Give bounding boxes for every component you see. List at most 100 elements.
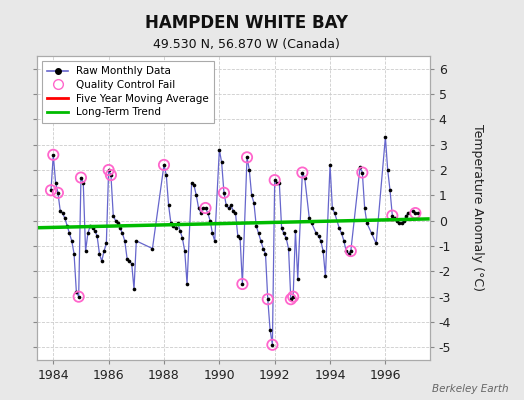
Point <box>49 152 58 158</box>
Point <box>229 207 237 214</box>
Point <box>91 228 99 234</box>
Point <box>282 235 290 242</box>
Point <box>86 222 94 229</box>
Point <box>367 230 376 236</box>
Point <box>257 238 265 244</box>
Point <box>51 180 60 186</box>
Point <box>234 233 242 239</box>
Point <box>337 230 346 236</box>
Point <box>361 205 369 211</box>
Point <box>107 172 115 178</box>
Point <box>222 202 231 209</box>
Point <box>236 235 244 242</box>
Point <box>77 174 85 181</box>
Point <box>289 294 297 300</box>
Point <box>231 210 239 216</box>
Point <box>397 220 406 226</box>
Point <box>107 172 115 178</box>
Point <box>275 180 283 186</box>
Text: 49.530 N, 56.870 W (Canada): 49.530 N, 56.870 W (Canada) <box>153 38 340 51</box>
Point <box>116 225 124 232</box>
Point <box>358 169 366 176</box>
Point <box>340 238 348 244</box>
Text: Berkeley Earth: Berkeley Earth <box>432 384 508 394</box>
Point <box>252 222 260 229</box>
Point <box>199 205 208 211</box>
Point <box>65 230 73 236</box>
Point <box>243 154 251 160</box>
Point <box>173 220 182 226</box>
Point <box>97 258 106 264</box>
Point <box>363 220 371 226</box>
Legend: Raw Monthly Data, Quality Control Fail, Five Year Moving Average, Long-Term Tren: Raw Monthly Data, Quality Control Fail, … <box>42 61 214 122</box>
Point <box>167 220 175 226</box>
Point <box>411 210 420 216</box>
Point <box>79 180 88 186</box>
Point <box>194 205 203 211</box>
Point <box>344 250 353 257</box>
Point <box>208 230 216 236</box>
Point <box>331 210 339 216</box>
Point <box>109 212 117 219</box>
Point <box>393 218 401 224</box>
Point <box>381 134 389 140</box>
Point <box>270 177 279 183</box>
Point <box>268 342 277 348</box>
Point <box>390 215 399 221</box>
Point <box>372 240 380 247</box>
Point <box>280 230 288 236</box>
Point <box>188 180 196 186</box>
Point <box>335 225 343 232</box>
Point <box>77 174 85 181</box>
Point <box>308 220 316 226</box>
Point <box>104 167 113 173</box>
Point <box>49 152 58 158</box>
Point <box>190 182 198 188</box>
Point <box>346 248 355 254</box>
Point <box>160 162 168 168</box>
Point <box>388 212 397 219</box>
Point <box>261 250 270 257</box>
Point <box>413 210 422 216</box>
Point <box>201 205 210 211</box>
Point <box>273 180 281 186</box>
Point <box>400 218 408 224</box>
Point <box>178 235 187 242</box>
Point <box>95 250 104 257</box>
Point <box>121 238 129 244</box>
Y-axis label: Temperature Anomaly (°C): Temperature Anomaly (°C) <box>471 124 484 292</box>
Point <box>100 248 108 254</box>
Point <box>319 248 328 254</box>
Point <box>264 296 272 302</box>
Point <box>247 192 256 198</box>
Point <box>291 228 300 234</box>
Point <box>277 225 286 232</box>
Point <box>165 202 173 209</box>
Point <box>238 281 247 287</box>
Point <box>356 164 364 171</box>
Point <box>89 225 97 232</box>
Point <box>127 260 136 267</box>
Point <box>206 218 214 224</box>
Point <box>287 296 295 302</box>
Point <box>61 215 69 221</box>
Point <box>68 238 76 244</box>
Point <box>342 248 351 254</box>
Point <box>268 342 277 348</box>
Point <box>293 276 302 282</box>
Point <box>47 187 55 194</box>
Point <box>204 210 212 216</box>
Point <box>192 192 201 198</box>
Point <box>224 205 233 211</box>
Point <box>201 205 210 211</box>
Point <box>312 230 320 236</box>
Point <box>346 248 355 254</box>
Point <box>196 210 205 216</box>
Point <box>171 225 180 232</box>
Point <box>305 215 313 221</box>
Point <box>326 162 334 168</box>
Point <box>388 212 397 219</box>
Point <box>254 230 263 236</box>
Point <box>285 245 293 252</box>
Point <box>93 233 101 239</box>
